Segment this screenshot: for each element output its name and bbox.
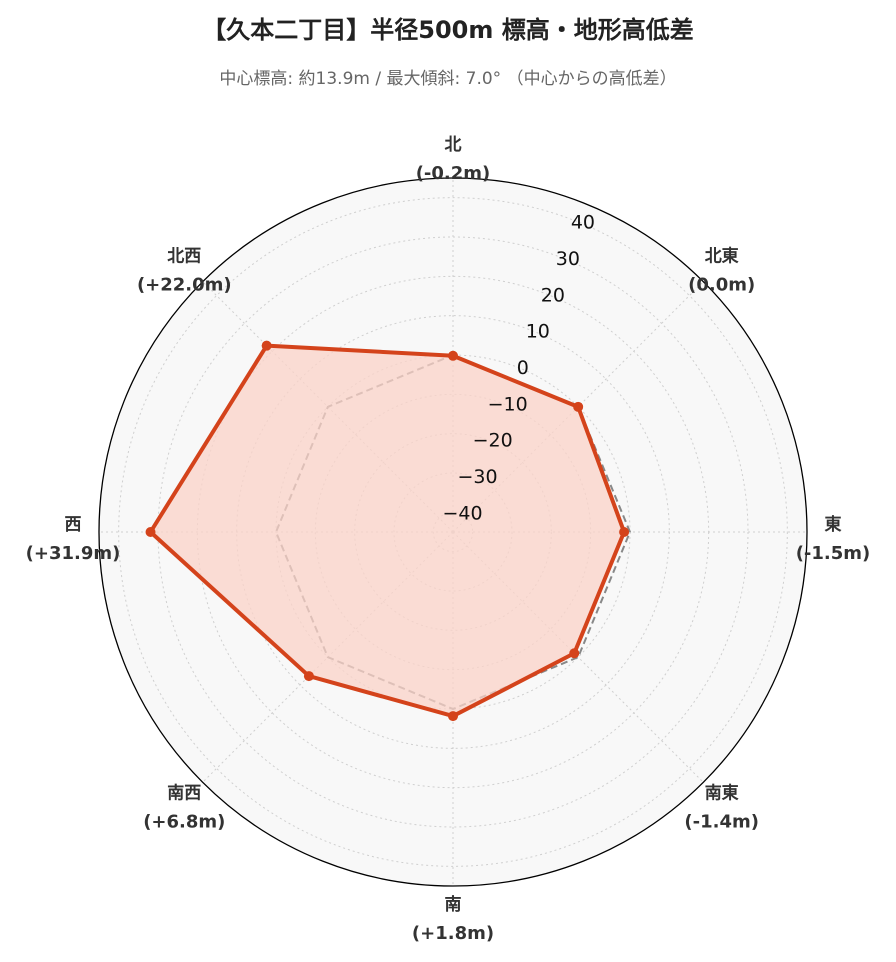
radial-tick-label: 0 (517, 357, 529, 379)
direction-label: 東 (825, 514, 842, 535)
radial-gridline (118, 197, 788, 867)
direction-value-label: (+1.8m) (412, 923, 494, 944)
direction-label: 北 (445, 135, 462, 155)
data-point (145, 527, 156, 537)
radial-tick-label: −20 (473, 430, 513, 452)
direction-value-label: (+22.0m) (137, 274, 232, 295)
angular-gridline (452, 531, 704, 783)
direction-value-label: (-1.4m) (684, 812, 759, 833)
radial-tick-label: −10 (488, 393, 528, 415)
direction-value-label: (+6.8m) (143, 812, 225, 833)
direction-value-label: (-1.5m) (796, 543, 871, 564)
direction-label: 北西 (167, 246, 201, 266)
data-point (448, 711, 458, 722)
series-area (150, 345, 625, 717)
direction-value-label: (+31.9m) (26, 543, 121, 564)
data-point (619, 527, 630, 537)
data-point (569, 648, 580, 659)
direction-value-label: (-0.2m) (416, 163, 491, 184)
direction-label: 南 (445, 894, 462, 915)
radial-tick-label: 10 (526, 321, 550, 343)
radial-tick-label: 30 (556, 248, 580, 270)
direction-value-label: (0.0m) (688, 274, 755, 295)
data-point (303, 671, 314, 682)
chart-subtitle: 中心標高: 約13.9m / 最大傾斜: 7.0° （中心からの高低差） (219, 69, 677, 89)
chart-title: 【久本二丁目】半径500m 標高・地形高低差 (202, 16, 694, 44)
direction-label: 西 (65, 515, 82, 535)
radial-tick-label: −40 (442, 502, 482, 524)
plot-outer-circle (98, 177, 808, 887)
direction-label: 南西 (167, 783, 201, 804)
data-point (448, 350, 458, 361)
data-point (573, 401, 584, 412)
radial-tick-label: −30 (458, 466, 498, 488)
direction-label: 北東 (705, 245, 739, 266)
direction-label: 南東 (705, 783, 739, 804)
radial-tick-label: 20 (541, 284, 565, 306)
radial-tick-label: 40 (571, 212, 595, 234)
data-point (261, 340, 272, 351)
